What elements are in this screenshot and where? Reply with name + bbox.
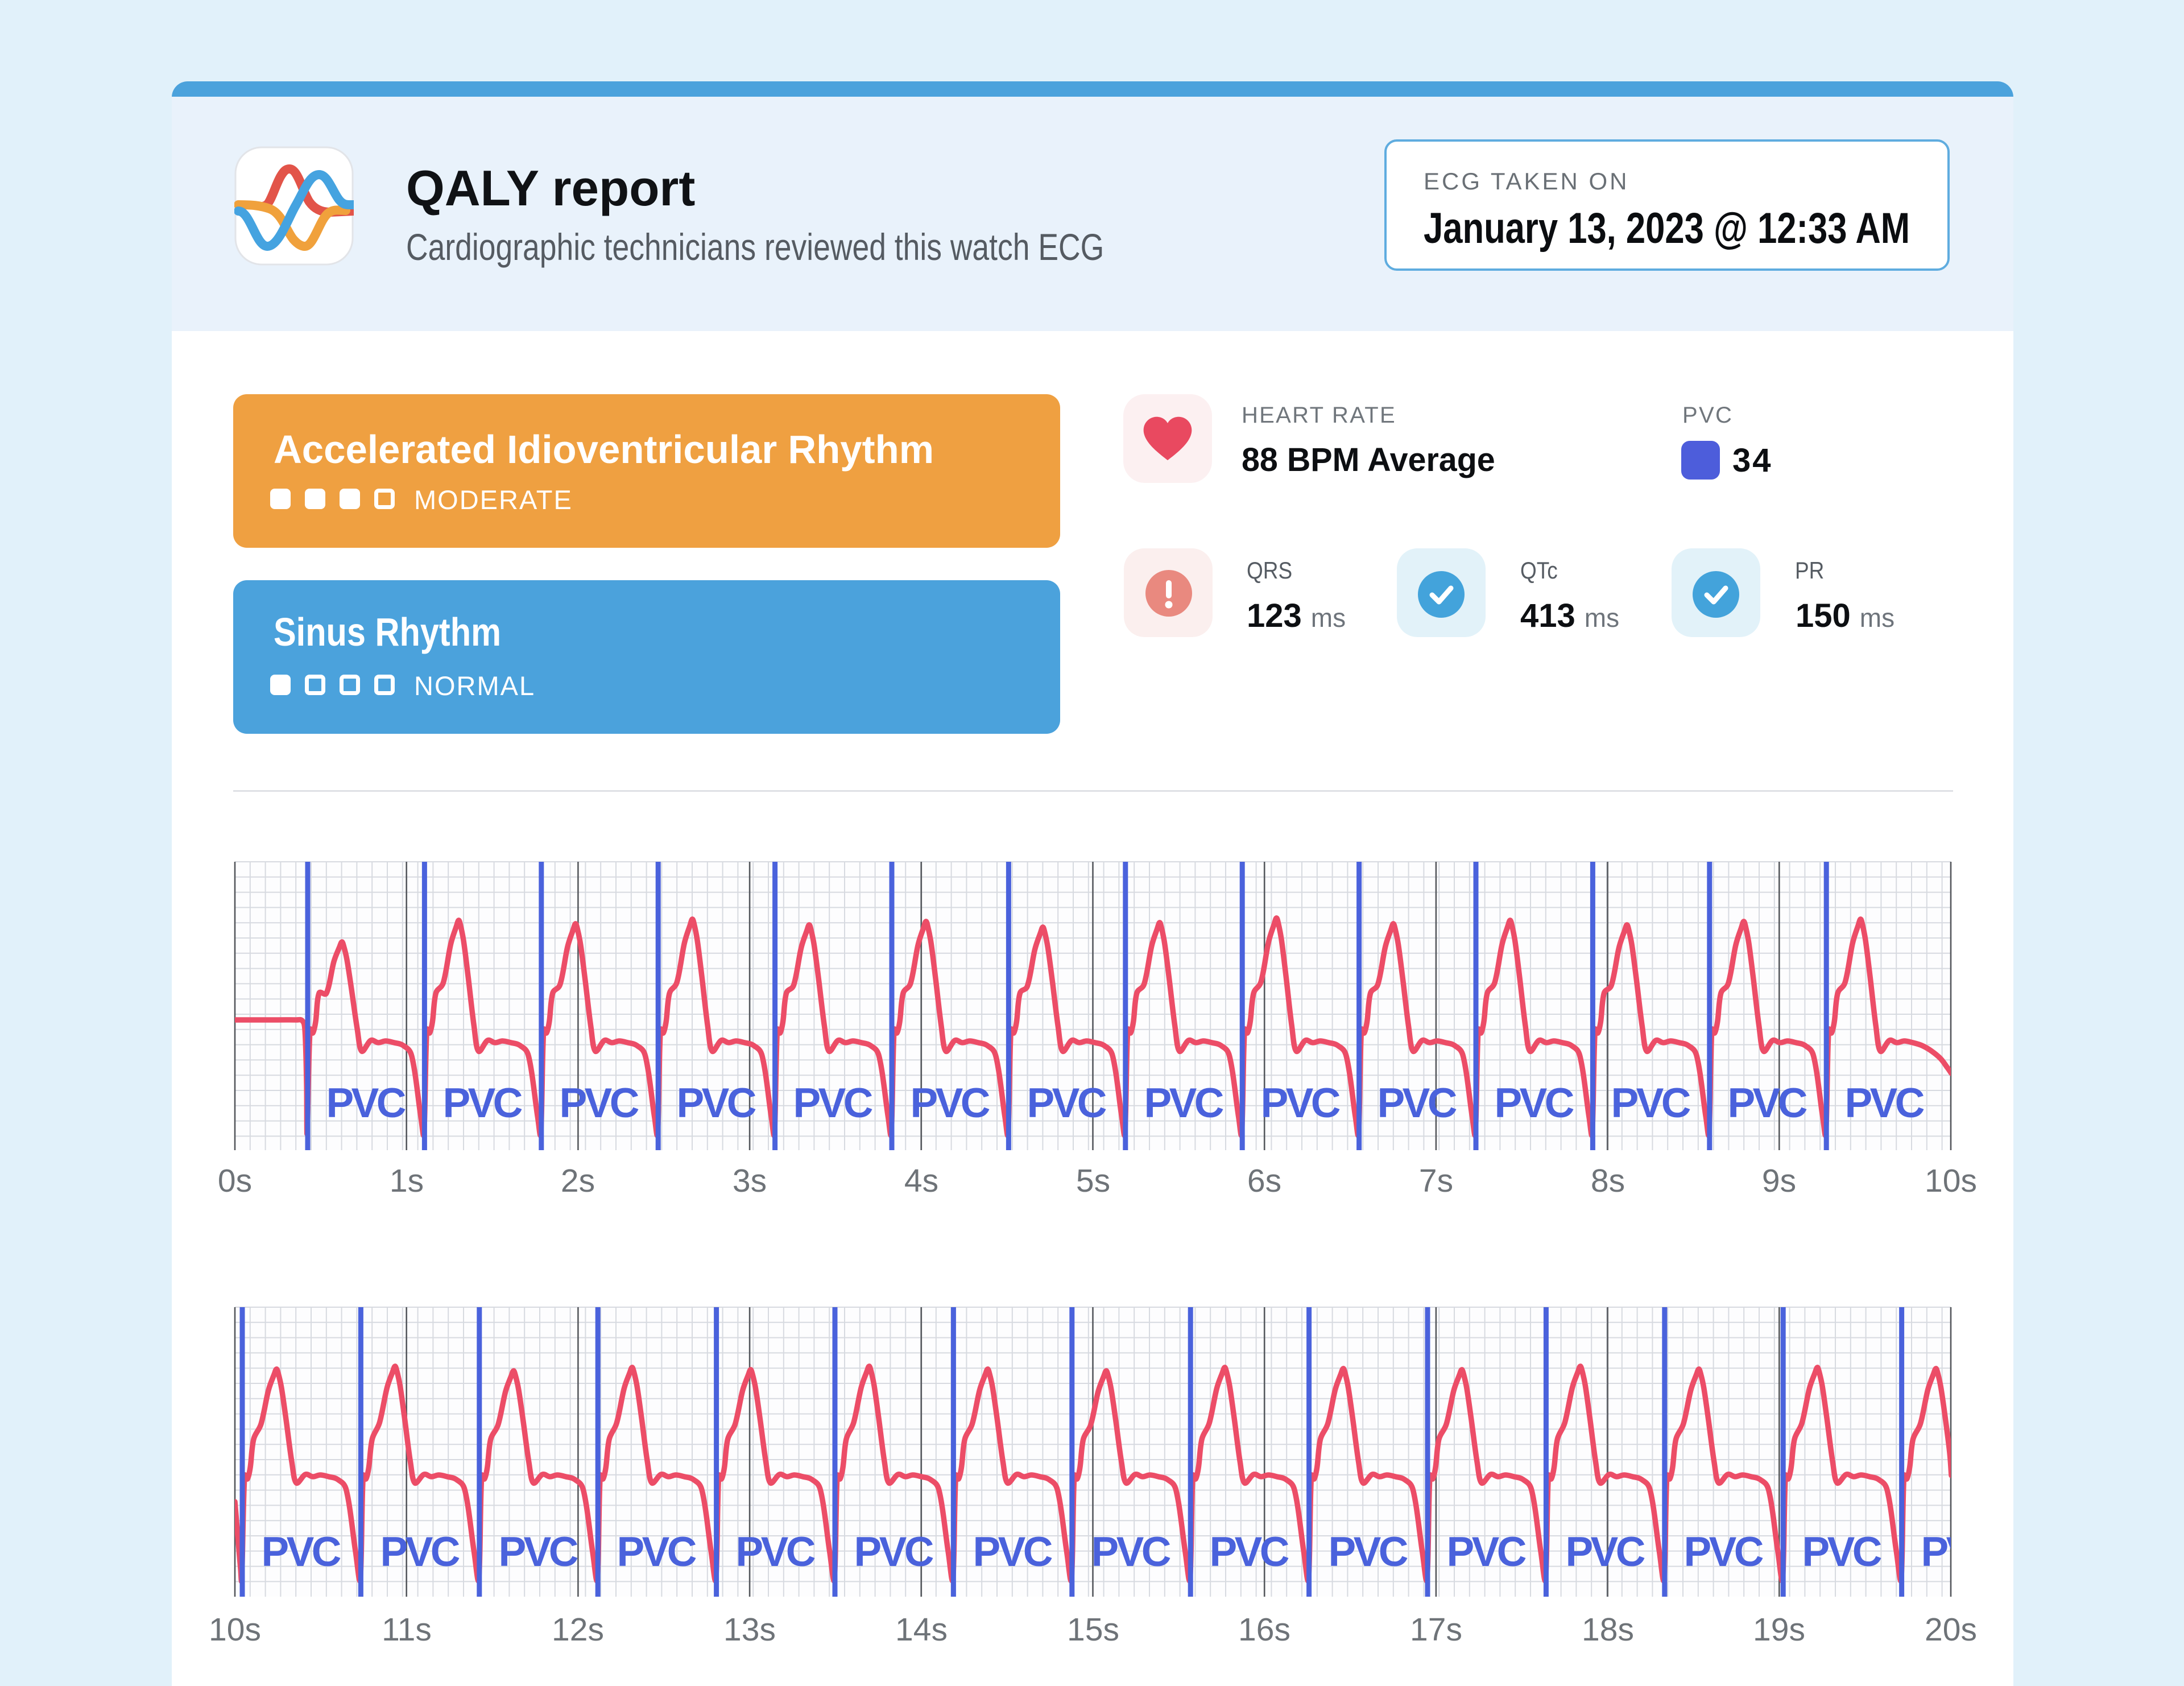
svg-text:PVC: PVC — [560, 1080, 640, 1126]
svg-text:15s: 15s — [1067, 1611, 1119, 1648]
svg-text:PVC: PVC — [1728, 1080, 1808, 1126]
svg-text:PVC: PVC — [1091, 1529, 1172, 1575]
svg-text:PVC: PVC — [1144, 1080, 1225, 1126]
svg-text:14s: 14s — [895, 1611, 948, 1648]
svg-text:PVC: PVC — [854, 1529, 934, 1575]
svg-text:12s: 12s — [552, 1611, 604, 1648]
svg-text:PVC: PVC — [1566, 1529, 1646, 1575]
svg-text:PVC: PVC — [1210, 1529, 1290, 1575]
svg-text:PVC: PVC — [326, 1080, 407, 1126]
svg-text:8s: 8s — [1591, 1163, 1625, 1199]
svg-text:PVC: PVC — [1495, 1080, 1575, 1126]
svg-text:PVC: PVC — [1802, 1529, 1883, 1575]
svg-text:16s: 16s — [1238, 1611, 1290, 1648]
svg-text:PVC: PVC — [1329, 1529, 1409, 1575]
svg-text:17s: 17s — [1410, 1611, 1462, 1648]
svg-text:PVC: PVC — [1447, 1529, 1527, 1575]
svg-text:3s: 3s — [733, 1163, 767, 1199]
svg-text:PVC: PVC — [1378, 1080, 1458, 1126]
svg-text:0s: 0s — [218, 1163, 252, 1199]
svg-text:PVC: PVC — [1611, 1080, 1691, 1126]
svg-text:PVC: PVC — [443, 1080, 523, 1126]
svg-text:PVC: PVC — [1684, 1529, 1764, 1575]
svg-text:20s: 20s — [1925, 1611, 1977, 1648]
svg-text:PVC: PVC — [617, 1529, 697, 1575]
svg-text:PVC: PVC — [1921, 1529, 1997, 1575]
svg-text:10s: 10s — [1925, 1163, 1977, 1199]
svg-text:7s: 7s — [1419, 1163, 1453, 1199]
svg-text:19s: 19s — [1753, 1611, 1805, 1648]
svg-text:PVC: PVC — [499, 1529, 579, 1575]
svg-text:13s: 13s — [723, 1611, 776, 1648]
svg-text:5s: 5s — [1076, 1163, 1110, 1199]
svg-text:PVC: PVC — [736, 1529, 816, 1575]
svg-text:11s: 11s — [382, 1611, 432, 1648]
svg-text:1s: 1s — [390, 1163, 424, 1199]
svg-text:2s: 2s — [561, 1163, 595, 1199]
svg-text:PVC: PVC — [793, 1080, 874, 1126]
svg-text:PVC: PVC — [1261, 1080, 1341, 1126]
svg-text:PVC: PVC — [911, 1080, 991, 1126]
svg-text:PVC: PVC — [1027, 1080, 1107, 1126]
svg-text:PVC: PVC — [1845, 1080, 1925, 1126]
svg-text:PVC: PVC — [262, 1529, 342, 1575]
svg-text:6s: 6s — [1247, 1163, 1281, 1199]
svg-text:PVC: PVC — [380, 1529, 461, 1575]
svg-text:9s: 9s — [1762, 1163, 1796, 1199]
svg-text:PVC: PVC — [973, 1529, 1053, 1575]
svg-text:4s: 4s — [904, 1163, 938, 1199]
svg-text:PVC: PVC — [677, 1080, 757, 1126]
svg-text:10s: 10s — [209, 1611, 261, 1648]
svg-text:18s: 18s — [1582, 1611, 1634, 1648]
